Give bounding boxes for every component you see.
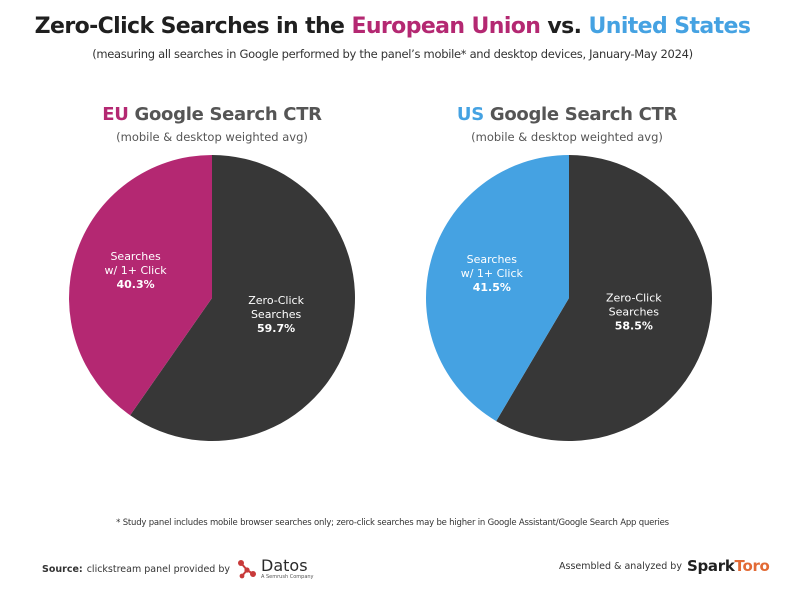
datos-sub: A Semrush Company: [261, 574, 314, 580]
title-vs: vs.: [540, 14, 589, 39]
title-us: United States: [588, 14, 751, 39]
us-slice-zero-click: [496, 155, 712, 441]
datos-name: Datos: [261, 556, 308, 575]
sparktoro-part1: Spark: [686, 557, 735, 575]
footnote: * Study panel includes mobile browser se…: [0, 518, 785, 528]
page-subtitle: (measuring all searches in Google perfor…: [92, 47, 693, 61]
eu-chart-subtitle: (mobile & desktop weighted avg): [116, 130, 308, 144]
sparktoro-part2: Toro: [734, 557, 770, 575]
us-chart-title-prefix: US: [456, 104, 484, 125]
title-eu: European Union: [351, 14, 541, 39]
eu-slice-label-clicks: Searches w/ 1+ Click 40.3%: [105, 250, 168, 291]
source-line: Source: clickstream panel provided by Da…: [42, 558, 314, 580]
us-chart-heading: US Google Search CTR (mobile & desktop w…: [417, 104, 717, 144]
title-part1: Zero-Click Searches in the: [34, 14, 352, 39]
datos-logo: Datos A Semrush Company: [236, 558, 314, 580]
eu-slice-clicks: [69, 155, 212, 416]
us-slice-label-zero-click: Zero-Click Searches 58.5%: [606, 292, 662, 333]
footnote-text: Study panel includes mobile browser sear…: [122, 518, 669, 528]
source-text: clickstream panel provided by: [86, 563, 230, 575]
page-title: Zero-Click Searches in the European Unio…: [0, 14, 785, 39]
us-chart-subtitle: (mobile & desktop weighted avg): [471, 130, 663, 144]
source-label: Source:: [42, 563, 83, 575]
us-chart-title: Google Search CTR: [483, 104, 678, 125]
sparktoro-logo: SparkToro: [687, 557, 770, 575]
eu-chart-heading: EU Google Search CTR (mobile & desktop w…: [62, 104, 362, 144]
attribution: Assembled & analyzed by SparkToro: [559, 557, 770, 575]
us-slice-label-clicks: Searches w/ 1+ Click 41.5%: [461, 253, 524, 294]
eu-chart-title-prefix: EU: [102, 104, 129, 125]
us-slice-clicks: [425, 155, 569, 422]
datos-icon: [238, 560, 256, 579]
eu-chart-title: Google Search CTR: [128, 104, 323, 125]
footnote-mark: *: [116, 518, 121, 528]
assembled-text: Assembled & analyzed by: [559, 560, 682, 572]
eu-slice-label-zero-click: Zero-Click Searches 59.7%: [248, 294, 304, 335]
eu-slice-zero-click: [130, 155, 356, 441]
